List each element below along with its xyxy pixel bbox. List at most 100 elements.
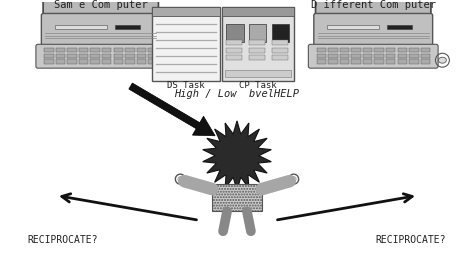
- Bar: [409, 48, 419, 52]
- FancyBboxPatch shape: [43, 0, 158, 16]
- Bar: [249, 24, 266, 42]
- Bar: [374, 59, 384, 64]
- Circle shape: [289, 174, 299, 184]
- Bar: [153, 7, 220, 16]
- FancyBboxPatch shape: [41, 14, 160, 45]
- FancyArrow shape: [129, 83, 215, 136]
- Bar: [44, 48, 54, 52]
- Bar: [114, 54, 123, 58]
- Ellipse shape: [85, 14, 94, 19]
- Bar: [227, 24, 244, 42]
- Bar: [114, 48, 123, 52]
- Bar: [328, 54, 337, 58]
- Text: RECIPROCATE?: RECIPROCATE?: [28, 235, 98, 245]
- Bar: [317, 48, 326, 52]
- Bar: [79, 59, 88, 64]
- Bar: [225, 70, 291, 77]
- Bar: [340, 54, 349, 58]
- Text: CP Task: CP Task: [239, 81, 277, 90]
- Bar: [328, 59, 337, 64]
- Bar: [272, 40, 288, 45]
- Bar: [374, 48, 384, 52]
- Ellipse shape: [166, 57, 174, 63]
- Bar: [67, 59, 77, 64]
- Bar: [137, 59, 146, 64]
- Bar: [115, 25, 140, 29]
- Bar: [222, 7, 294, 81]
- Bar: [272, 24, 290, 42]
- Bar: [340, 48, 349, 52]
- Bar: [44, 54, 54, 58]
- Bar: [91, 54, 100, 58]
- Bar: [44, 59, 54, 64]
- Text: Sam e Com puter: Sam e Com puter: [54, 0, 147, 10]
- Bar: [102, 48, 111, 52]
- Bar: [421, 48, 430, 52]
- FancyBboxPatch shape: [36, 44, 165, 68]
- Circle shape: [178, 177, 183, 182]
- Bar: [137, 54, 146, 58]
- Bar: [387, 25, 412, 29]
- Bar: [91, 59, 100, 64]
- Bar: [249, 55, 265, 60]
- Bar: [421, 54, 430, 58]
- Bar: [328, 48, 337, 52]
- Bar: [363, 54, 373, 58]
- Bar: [56, 54, 65, 58]
- Bar: [125, 54, 135, 58]
- Bar: [421, 59, 430, 64]
- Bar: [102, 54, 111, 58]
- Bar: [79, 48, 88, 52]
- Ellipse shape: [103, 14, 112, 19]
- Bar: [272, 55, 288, 60]
- Bar: [363, 48, 373, 52]
- Bar: [386, 48, 395, 52]
- Text: D ifferent Com puter: D ifferent Com puter: [311, 0, 436, 10]
- Bar: [125, 48, 135, 52]
- Bar: [317, 54, 326, 58]
- Bar: [227, 55, 242, 60]
- Bar: [227, 40, 242, 45]
- Bar: [56, 59, 65, 64]
- Bar: [249, 48, 265, 53]
- Bar: [153, 7, 220, 81]
- Bar: [351, 59, 361, 64]
- Bar: [67, 48, 77, 52]
- Bar: [222, 7, 294, 16]
- Bar: [351, 54, 361, 58]
- Bar: [227, 48, 242, 53]
- Bar: [386, 54, 395, 58]
- Bar: [79, 54, 88, 58]
- Bar: [55, 25, 107, 29]
- Bar: [102, 59, 111, 64]
- Ellipse shape: [375, 14, 384, 19]
- Bar: [91, 48, 100, 52]
- Bar: [125, 59, 135, 64]
- Bar: [67, 54, 77, 58]
- Bar: [398, 59, 407, 64]
- Bar: [148, 54, 158, 58]
- Circle shape: [291, 177, 296, 182]
- FancyBboxPatch shape: [314, 14, 433, 45]
- Bar: [317, 59, 326, 64]
- Polygon shape: [203, 121, 271, 190]
- FancyBboxPatch shape: [316, 0, 431, 16]
- Bar: [148, 48, 158, 52]
- Bar: [374, 54, 384, 58]
- Bar: [56, 48, 65, 52]
- Circle shape: [175, 174, 185, 184]
- Text: DS Task: DS Task: [167, 81, 205, 90]
- Ellipse shape: [438, 57, 447, 63]
- Bar: [148, 59, 158, 64]
- Bar: [409, 59, 419, 64]
- Bar: [212, 184, 262, 211]
- Text: High / Low  bvelHELP: High / Low bvelHELP: [174, 89, 300, 99]
- Text: RECIPROCATE?: RECIPROCATE?: [376, 235, 446, 245]
- Bar: [363, 59, 373, 64]
- Bar: [327, 25, 379, 29]
- Bar: [340, 59, 349, 64]
- Bar: [249, 40, 265, 45]
- Bar: [114, 59, 123, 64]
- FancyBboxPatch shape: [309, 44, 438, 68]
- Ellipse shape: [358, 14, 367, 19]
